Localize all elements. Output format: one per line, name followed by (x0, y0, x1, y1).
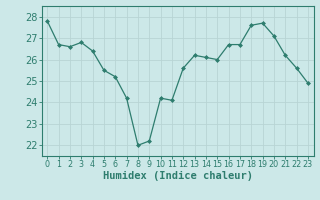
X-axis label: Humidex (Indice chaleur): Humidex (Indice chaleur) (103, 171, 252, 181)
